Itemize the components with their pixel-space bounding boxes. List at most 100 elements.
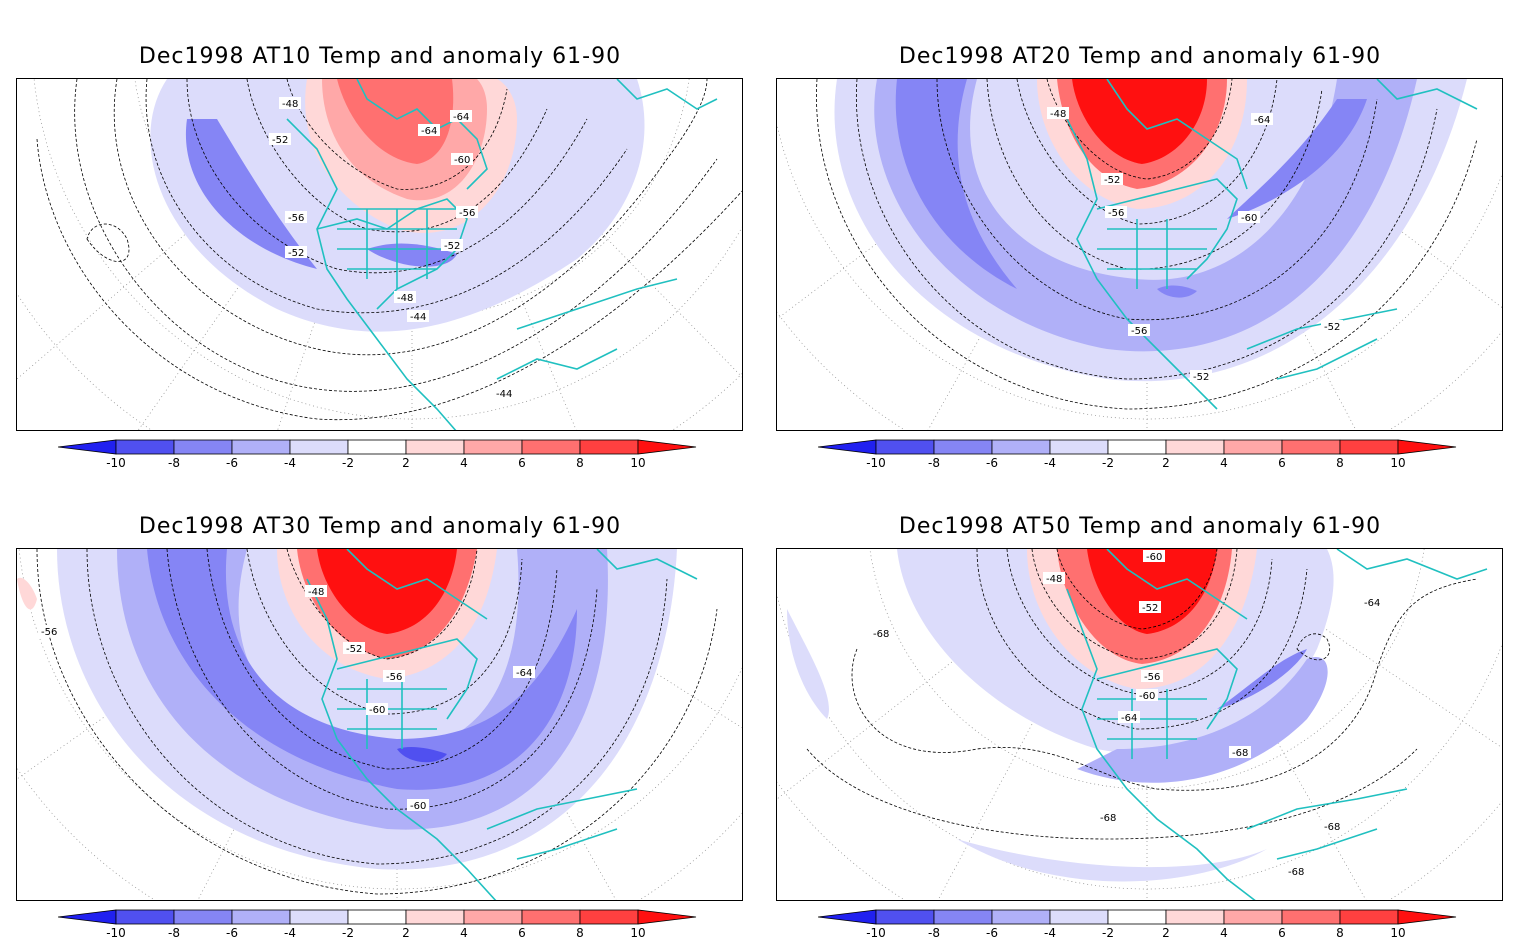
colorbar-tick-label: 10	[630, 456, 645, 470]
contour-labels: -48 -64 -52 -64 -60 -56 -56 -52 -52 -48 …	[269, 97, 515, 400]
colorbar-tick-label: -2	[1102, 926, 1114, 940]
contour-label: -60	[1241, 213, 1257, 224]
contour-label: -68	[1324, 822, 1340, 833]
map-svg: -48 -52 -56 -64 -60 -60 -56	[17, 549, 742, 900]
colorbar-segment	[231, 909, 291, 925]
contour-label: -52	[1142, 603, 1158, 614]
colorbar-tick-label: -4	[284, 456, 296, 470]
colorbar-segment	[231, 439, 291, 455]
colorbar-tick-label: -10	[866, 926, 886, 940]
colorbar-segment	[1281, 909, 1341, 925]
contour-label: -64	[1121, 713, 1137, 724]
contour-label: -68	[1100, 813, 1116, 824]
colorbar-tick-label: 10	[630, 926, 645, 940]
map-frame: -48 -64 -52 -64 -60 -56 -56 -52 -52 -48 …	[16, 78, 743, 431]
colorbar-segment	[173, 439, 233, 455]
temperature-contours	[36, 79, 742, 421]
colorbar-tick-label: -2	[342, 926, 354, 940]
contour-label: -60	[1139, 691, 1155, 702]
panel-at50: Dec1998 AT50 Temp and anomaly 61-90	[760, 470, 1520, 940]
contour-label: -56	[1131, 326, 1147, 337]
colorbar-tick-label: -8	[928, 926, 940, 940]
contour-labels: -48 -64 -52 -56 -60 -56 -52 -52	[1047, 107, 1343, 383]
colorbar-arrow-left	[818, 909, 877, 925]
colorbar-tick-label: -8	[168, 926, 180, 940]
colorbar-segment	[875, 439, 935, 455]
colorbar-arrow-left	[58, 909, 117, 925]
colorbar-segment	[933, 439, 993, 455]
contour-label: -64	[1254, 115, 1270, 126]
colorbar-segment	[115, 909, 175, 925]
contour-label: -60	[410, 801, 426, 812]
colorbar-tick-label: 6	[518, 926, 526, 940]
colorbar-segment	[115, 439, 175, 455]
contour-label: -44	[410, 312, 426, 323]
contour-label: -56	[459, 208, 475, 219]
colorbar-segment	[1165, 439, 1225, 455]
colorbar-tick-label: -4	[1044, 926, 1056, 940]
panel-at10: Dec1998 AT10 Temp and anomaly 61-90	[0, 0, 760, 470]
colorbar-segment	[933, 909, 993, 925]
colorbar-segment	[173, 909, 233, 925]
contour-label: -52	[272, 135, 288, 146]
colorbar-segment	[521, 909, 581, 925]
colorbar-tick-label: -2	[1102, 456, 1114, 470]
contour-labels: -60 -48 -52 -64 -68 -56 -60 -64 -68 -68 …	[870, 550, 1383, 878]
colorbar-segment	[1049, 909, 1109, 925]
colorbar-segment	[875, 909, 935, 925]
colorbar-tick-label: -4	[284, 926, 296, 940]
colorbar-segment	[347, 439, 407, 455]
panel-at20: Dec1998 AT20 Temp and anomaly 61-90	[760, 0, 1520, 470]
colorbar-segment	[463, 439, 523, 455]
colorbar-tick-label: -10	[866, 456, 886, 470]
contour-label: -52	[1324, 322, 1340, 333]
colorbar-segment	[1339, 439, 1399, 455]
colorbar-tick-label: 4	[460, 926, 468, 940]
colorbar: -10 -8 -6 -4 -2 2 4 6 8 10	[58, 439, 697, 470]
colorbar-tick-label: 6	[518, 456, 526, 470]
colorbar-segment	[1223, 909, 1283, 925]
contour-label: -60	[1146, 552, 1162, 563]
colorbar-tick-label: 8	[576, 926, 584, 940]
colorbar-tick-label: -6	[986, 456, 998, 470]
contour-label: -52	[1104, 175, 1120, 186]
contour-label: -52	[288, 248, 304, 259]
contour-label: -64	[516, 668, 532, 679]
map-svg: -60 -48 -52 -64 -68 -56 -60 -64 -68 -68 …	[777, 549, 1502, 900]
contour-labels: -48 -52 -56 -64 -60 -60 -56	[38, 585, 535, 812]
contour-label: -60	[454, 155, 470, 166]
coastline	[1066, 79, 1478, 410]
colorbar-tick-label: 2	[1162, 456, 1170, 470]
colorbar-segment	[405, 909, 465, 925]
colorbar-segment	[1281, 439, 1341, 455]
contour-label: -64	[1364, 598, 1380, 609]
panel-title: Dec1998 AT30 Temp and anomaly 61-90	[138, 514, 622, 539]
colorbar-arrow-right	[1397, 909, 1457, 925]
contour-label: -44	[496, 389, 512, 400]
contour-label: -68	[1232, 748, 1248, 759]
map-frame: -48 -64 -52 -56 -60 -56 -52 -52	[776, 78, 1503, 431]
colorbar-segment	[1339, 909, 1399, 925]
colorbar-segment	[347, 909, 407, 925]
contour-label: -48	[308, 587, 324, 598]
colorbar-tick-label: -6	[986, 926, 998, 940]
colorbar-tick-label: 6	[1278, 456, 1286, 470]
contour-label: -56	[1144, 672, 1160, 683]
colorbar-segment	[579, 439, 639, 455]
panel-at30: Dec1998 AT30 Temp and anomaly 61-90	[0, 470, 760, 940]
colorbar-segment	[1223, 439, 1283, 455]
panel-title: Dec1998 AT10 Temp and anomaly 61-90	[138, 44, 622, 69]
colorbar-arrow-left	[818, 439, 877, 455]
map-svg: -48 -64 -52 -56 -60 -56 -52 -52	[777, 79, 1502, 430]
contour-label: -52	[1193, 372, 1209, 383]
colorbar-segment	[1049, 439, 1109, 455]
colorbar-segment	[1107, 909, 1167, 925]
colorbar: -10 -8 -6 -4 -2 2 4 6 8 10	[818, 439, 1457, 470]
contour-label: -60	[369, 705, 385, 716]
colorbar-tick-label: 4	[1220, 456, 1228, 470]
contour-label: -48	[397, 293, 413, 304]
colorbar-tick-label: -10	[106, 926, 126, 940]
colorbar-segment	[521, 439, 581, 455]
colorbar-tick-label: -6	[226, 926, 238, 940]
map-frame: -48 -52 -56 -64 -60 -60 -56	[16, 548, 743, 901]
